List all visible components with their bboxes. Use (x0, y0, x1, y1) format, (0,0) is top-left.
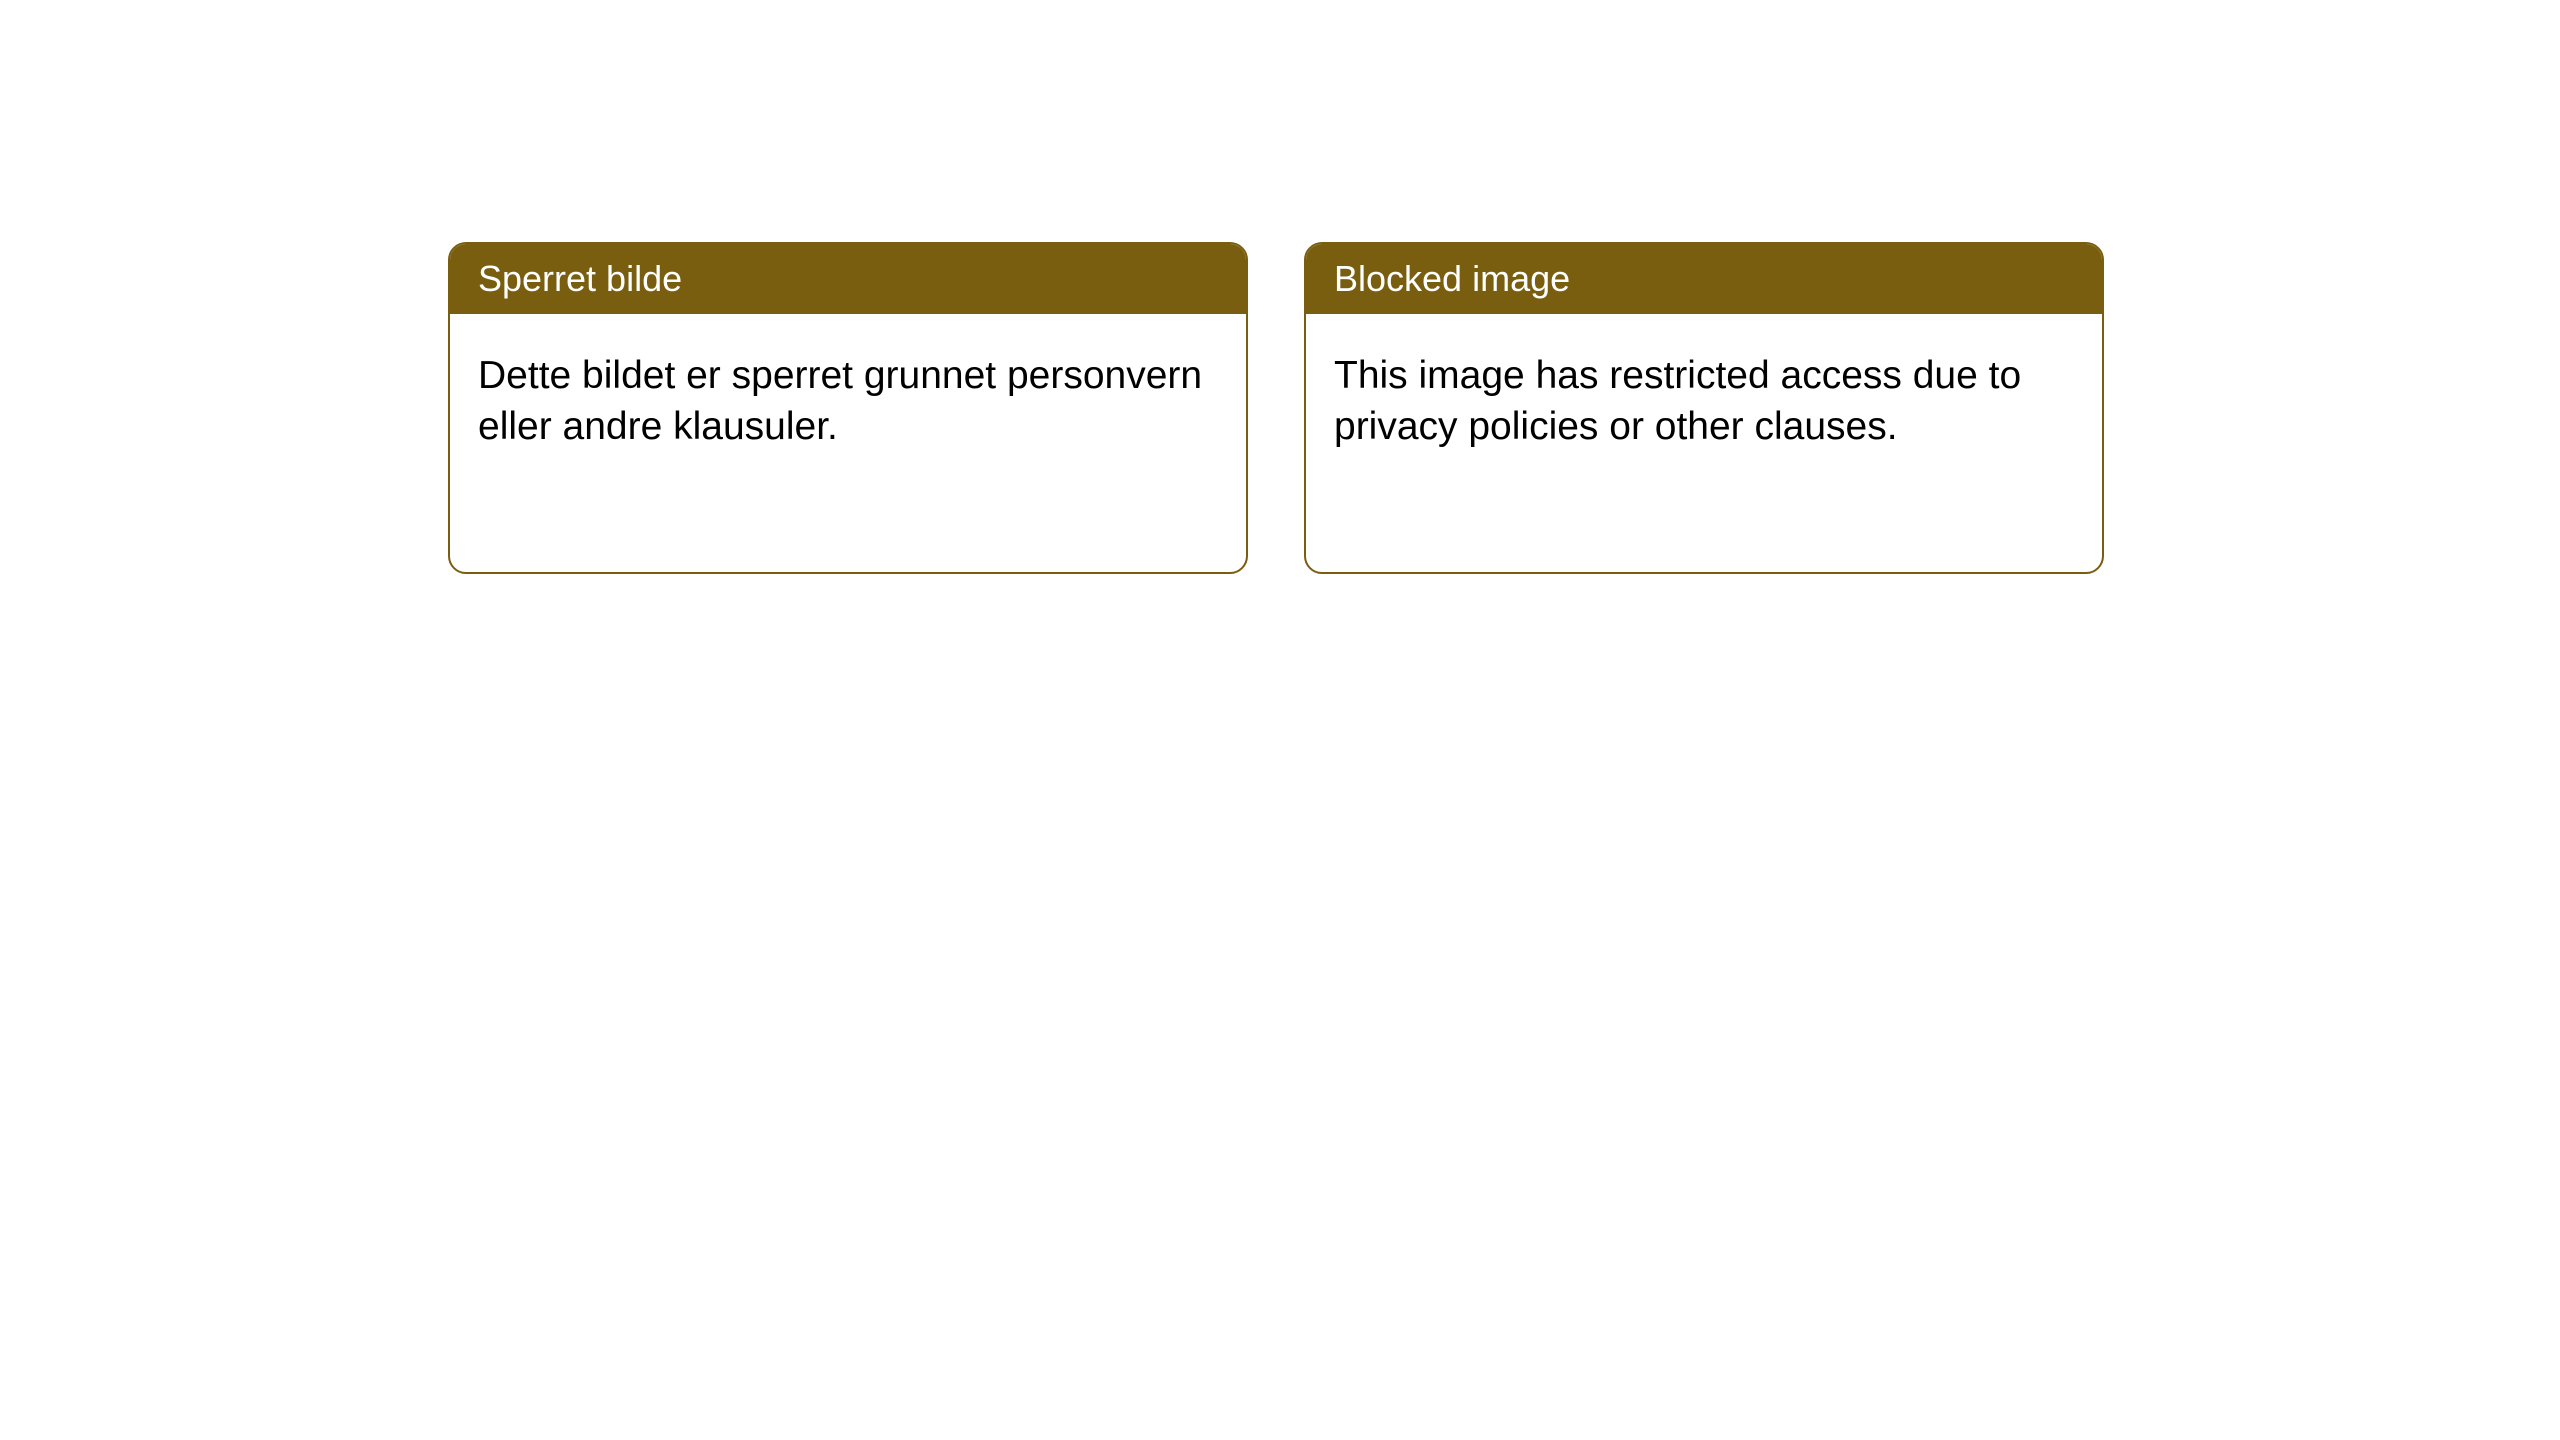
notice-title: Sperret bilde (478, 258, 682, 299)
notice-container: Sperret bilde Dette bildet er sperret gr… (0, 0, 2560, 574)
notice-card-english: Blocked image This image has restricted … (1304, 242, 2104, 574)
notice-message: Dette bildet er sperret grunnet personve… (478, 354, 1202, 448)
notice-message: This image has restricted access due to … (1334, 354, 2021, 448)
notice-title: Blocked image (1334, 258, 1570, 299)
notice-header: Sperret bilde (450, 244, 1246, 314)
notice-body: This image has restricted access due to … (1306, 314, 2102, 489)
notice-body: Dette bildet er sperret grunnet personve… (450, 314, 1246, 489)
notice-header: Blocked image (1306, 244, 2102, 314)
notice-card-norwegian: Sperret bilde Dette bildet er sperret gr… (448, 242, 1248, 574)
